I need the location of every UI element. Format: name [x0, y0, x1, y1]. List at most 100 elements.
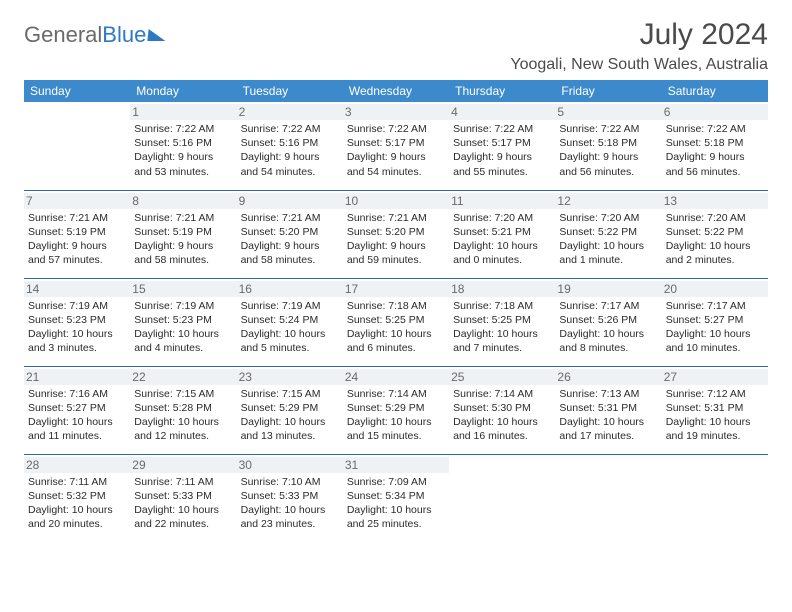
day-detail-text: Sunrise: 7:17 AMSunset: 5:26 PMDaylight:… [559, 299, 657, 356]
weekday-header: Thursday [449, 80, 555, 102]
day-number: 12 [555, 193, 661, 209]
calendar-cell: 9Sunrise: 7:21 AMSunset: 5:20 PMDaylight… [237, 190, 343, 278]
day-detail-text: Sunrise: 7:19 AMSunset: 5:23 PMDaylight:… [28, 299, 126, 356]
calendar-cell: 23 Sunrise: 7:15 AMSunset: 5:29 PMDayligh… [237, 366, 343, 454]
weekday-header: Saturday [662, 80, 768, 102]
calendar-cell: 12 Sunrise: 7:20 AMSunset: 5:22 PMDayligh… [555, 190, 661, 278]
calendar-cell: 30Sunrise: 7:10 AMSunset: 5:33 PMDayligh… [237, 454, 343, 542]
calendar-cell: 17 Sunrise: 7:18 AMSunset: 5:25 PMDayligh… [343, 278, 449, 366]
day-number: 18 [449, 281, 555, 297]
day-number: 17 [343, 281, 449, 297]
day-detail-text: Sunrise: 7:14 AMSunset: 5:29 PMDaylight:… [347, 387, 445, 444]
day-detail-text: Sunrise: 7:13 AMSunset: 5:31 PMDaylight:… [559, 387, 657, 444]
day-detail-text: Sunrise: 7:20 AMSunset: 5:21 PMDaylight:… [453, 211, 551, 268]
day-detail-text: Sunrise: 7:20 AMSunset: 5:22 PMDaylight:… [666, 211, 764, 268]
day-number: 20 [662, 281, 768, 297]
day-detail-text: Sunrise: 7:22 AMSunset: 5:18 PMDaylight:… [559, 122, 657, 179]
day-detail-text: Sunrise: 7:21 AMSunset: 5:20 PMDaylight:… [241, 211, 339, 268]
calendar-cell: 22 Sunrise: 7:15 AMSunset: 5:28 PMDayligh… [130, 366, 236, 454]
day-detail-text: Sunrise: 7:22 AMSunset: 5:16 PMDaylight:… [134, 122, 232, 179]
calendar-cell: 28Sunrise: 7:11 AMSunset: 5:32 PMDayligh… [24, 454, 130, 542]
calendar-cell: 11 Sunrise: 7:20 AMSunset: 5:21 PMDayligh… [449, 190, 555, 278]
title-block: July 2024 Yoogali, New South Wales, Aust… [510, 18, 768, 74]
day-number: 11 [449, 193, 555, 209]
day-detail-text: Sunrise: 7:15 AMSunset: 5:28 PMDaylight:… [134, 387, 232, 444]
day-number: 24 [343, 369, 449, 385]
calendar-cell: 31 Sunrise: 7:09 AMSunset: 5:34 PMDayligh… [343, 454, 449, 542]
day-number: 19 [555, 281, 661, 297]
calendar-header-row: SundayMondayTuesdayWednesdayThursdayFrid… [24, 80, 768, 102]
weekday-header: Wednesday [343, 80, 449, 102]
location-text: Yoogali, New South Wales, Australia [510, 56, 768, 74]
calendar-row: 14Sunrise: 7:19 AMSunset: 5:23 PMDayligh… [24, 278, 768, 366]
day-number: 28 [24, 457, 130, 473]
calendar-cell: 15 Sunrise: 7:19 AMSunset: 5:23 PMDayligh… [130, 278, 236, 366]
day-number: 26 [555, 369, 661, 385]
calendar-row: 1 Sunrise: 7:22 AMSunset: 5:16 PMDaylight… [24, 102, 768, 190]
month-title: July 2024 [510, 18, 768, 52]
day-detail-text: Sunrise: 7:19 AMSunset: 5:24 PMDaylight:… [241, 299, 339, 356]
day-number: 8 [130, 193, 236, 209]
day-number: 5 [555, 104, 661, 120]
calendar-body: 1 Sunrise: 7:22 AMSunset: 5:16 PMDaylight… [24, 102, 768, 542]
weekday-header: Friday [555, 80, 661, 102]
calendar-cell: 21Sunrise: 7:16 AMSunset: 5:27 PMDayligh… [24, 366, 130, 454]
day-detail-text: Sunrise: 7:22 AMSunset: 5:18 PMDaylight:… [666, 122, 764, 179]
day-number: 2 [237, 104, 343, 120]
calendar-cell: 16 Sunrise: 7:19 AMSunset: 5:24 PMDayligh… [237, 278, 343, 366]
day-number: 27 [662, 369, 768, 385]
day-detail-text: Sunrise: 7:12 AMSunset: 5:31 PMDaylight:… [666, 387, 764, 444]
day-number: 22 [130, 369, 236, 385]
day-number: 16 [237, 281, 343, 297]
day-number: 13 [662, 193, 768, 209]
calendar-cell: 10 Sunrise: 7:21 AMSunset: 5:20 PMDayligh… [343, 190, 449, 278]
day-number: 31 [343, 457, 449, 473]
calendar-cell: 18 Sunrise: 7:18 AMSunset: 5:25 PMDayligh… [449, 278, 555, 366]
day-detail-text: Sunrise: 7:09 AMSunset: 5:34 PMDaylight:… [347, 475, 445, 532]
calendar-cell [449, 454, 555, 542]
day-number: 6 [662, 104, 768, 120]
calendar-cell: 27 Sunrise: 7:12 AMSunset: 5:31 PMDayligh… [662, 366, 768, 454]
calendar-row: 7Sunrise: 7:21 AMSunset: 5:19 PMDaylight… [24, 190, 768, 278]
calendar-cell [555, 454, 661, 542]
calendar-cell: 7Sunrise: 7:21 AMSunset: 5:19 PMDaylight… [24, 190, 130, 278]
header: General Blue July 2024 Yoogali, New Sout… [24, 18, 768, 74]
logo: General Blue [24, 22, 166, 48]
calendar-cell [24, 102, 130, 190]
logo-text-general: General [24, 22, 102, 48]
day-number: 29 [130, 457, 236, 473]
day-number: 7 [24, 193, 130, 209]
day-detail-text: Sunrise: 7:14 AMSunset: 5:30 PMDaylight:… [453, 387, 551, 444]
calendar-row: 21Sunrise: 7:16 AMSunset: 5:27 PMDayligh… [24, 366, 768, 454]
day-detail-text: Sunrise: 7:22 AMSunset: 5:16 PMDaylight:… [241, 122, 339, 179]
day-detail-text: Sunrise: 7:19 AMSunset: 5:23 PMDaylight:… [134, 299, 232, 356]
day-detail-text: Sunrise: 7:15 AMSunset: 5:29 PMDaylight:… [241, 387, 339, 444]
calendar-cell: 1 Sunrise: 7:22 AMSunset: 5:16 PMDaylight… [130, 102, 236, 190]
day-number: 1 [130, 104, 236, 120]
calendar-table: SundayMondayTuesdayWednesdayThursdayFrid… [24, 80, 768, 542]
day-number: 4 [449, 104, 555, 120]
day-number: 15 [130, 281, 236, 297]
calendar-row: 28Sunrise: 7:11 AMSunset: 5:32 PMDayligh… [24, 454, 768, 542]
calendar-cell: 2 Sunrise: 7:22 AMSunset: 5:16 PMDaylight… [237, 102, 343, 190]
day-number: 23 [237, 369, 343, 385]
day-detail-text: Sunrise: 7:10 AMSunset: 5:33 PMDaylight:… [241, 475, 339, 532]
calendar-cell: 25Sunrise: 7:14 AMSunset: 5:30 PMDayligh… [449, 366, 555, 454]
calendar-cell: 8 Sunrise: 7:21 AMSunset: 5:19 PMDaylight… [130, 190, 236, 278]
day-detail-text: Sunrise: 7:21 AMSunset: 5:20 PMDaylight:… [347, 211, 445, 268]
calendar-cell: 14Sunrise: 7:19 AMSunset: 5:23 PMDayligh… [24, 278, 130, 366]
day-number: 21 [24, 369, 130, 385]
calendar-cell: 26 Sunrise: 7:13 AMSunset: 5:31 PMDayligh… [555, 366, 661, 454]
calendar-cell: 13 Sunrise: 7:20 AMSunset: 5:22 PMDayligh… [662, 190, 768, 278]
day-detail-text: Sunrise: 7:17 AMSunset: 5:27 PMDaylight:… [666, 299, 764, 356]
weekday-header: Sunday [24, 80, 130, 102]
day-detail-text: Sunrise: 7:18 AMSunset: 5:25 PMDaylight:… [453, 299, 551, 356]
day-detail-text: Sunrise: 7:22 AMSunset: 5:17 PMDaylight:… [453, 122, 551, 179]
day-detail-text: Sunrise: 7:20 AMSunset: 5:22 PMDaylight:… [559, 211, 657, 268]
day-number: 3 [343, 104, 449, 120]
calendar-cell: 6 Sunrise: 7:22 AMSunset: 5:18 PMDaylight… [662, 102, 768, 190]
calendar-cell: 19 Sunrise: 7:17 AMSunset: 5:26 PMDayligh… [555, 278, 661, 366]
day-number: 10 [343, 193, 449, 209]
day-detail-text: Sunrise: 7:21 AMSunset: 5:19 PMDaylight:… [134, 211, 232, 268]
day-detail-text: Sunrise: 7:18 AMSunset: 5:25 PMDaylight:… [347, 299, 445, 356]
